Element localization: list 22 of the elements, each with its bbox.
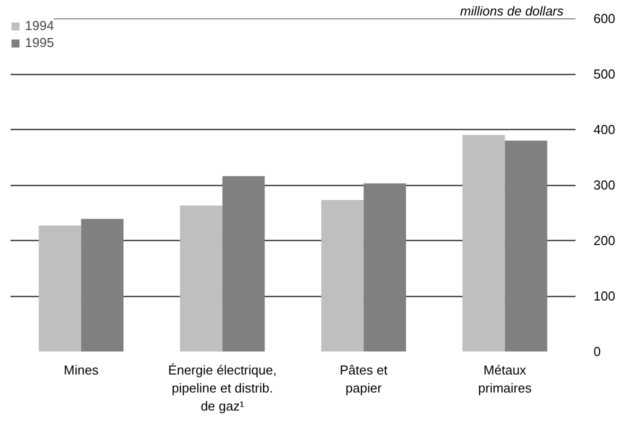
y-axis-title: millions de dollars [460, 4, 564, 18]
legend-label: 1995 [25, 35, 54, 50]
bar [364, 183, 406, 352]
bar [504, 140, 548, 352]
y-tick-label: 200 [594, 233, 616, 248]
x-tick-label: Métaux primaires [478, 362, 532, 396]
legend-label: 1994 [25, 18, 54, 33]
y-tick-label: 400 [594, 122, 616, 137]
y-tick-label: 600 [594, 11, 616, 26]
x-tick-label: Pâtes et papier [340, 362, 388, 396]
y-tick-label: 0 [594, 344, 601, 359]
bar [38, 226, 82, 352]
bar [321, 200, 364, 352]
bar [222, 176, 265, 352]
bar [462, 135, 505, 352]
bar [81, 218, 124, 352]
y-tick-label: 100 [594, 288, 616, 304]
x-tick-label: Énergie électrique, pipeline et distrib. de gaz¹ [168, 362, 277, 414]
x-tick-label: Mines [64, 362, 99, 378]
y-tick-label: 500 [594, 66, 616, 82]
bar [180, 206, 222, 352]
y-tick-label: 300 [594, 178, 616, 192]
